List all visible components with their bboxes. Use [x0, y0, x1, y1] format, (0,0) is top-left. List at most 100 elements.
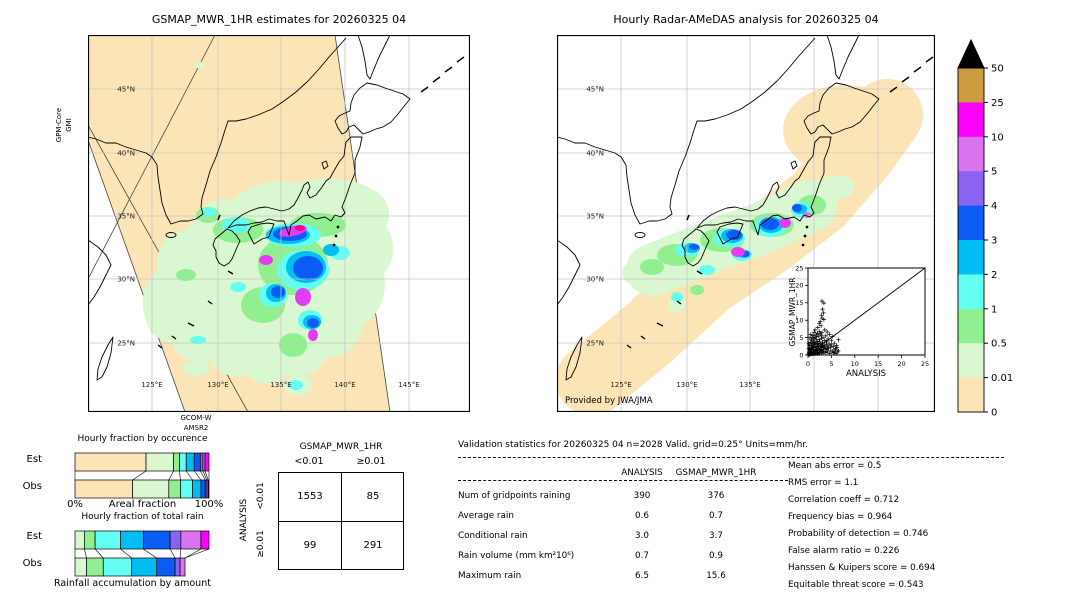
- satellite-label-gcomw: GCOM-W AMSR2: [166, 413, 226, 433]
- contingency-cell: 85: [341, 473, 404, 521]
- score-row: False alarm ratio = 0.226: [788, 546, 900, 556]
- svg-text:10: 10: [795, 317, 803, 325]
- satellite-label-gmi-line2: GMI: [65, 118, 73, 132]
- totalrain-bars: [74, 530, 210, 577]
- svg-text:5: 5: [829, 360, 833, 368]
- areal-axis-0pct: 0%: [67, 499, 83, 510]
- svg-text:130°E: 130°E: [676, 381, 697, 389]
- score-row: Equitable threat score = 0.543: [788, 580, 924, 590]
- contingency-row-label-ge: ≥0.01: [256, 530, 266, 558]
- svg-text:40°N: 40°N: [586, 150, 604, 158]
- svg-text:130°E: 130°E: [207, 381, 228, 389]
- scatter-inset: 00 5 5 10 10 15 15 20 20 25 25 ANALYSIS GSMAP_MWR_…: [788, 264, 929, 379]
- validation-header-row: ANALYSIS GSMAP_MWR_1HR: [458, 463, 788, 483]
- svg-text:30°N: 30°N: [117, 276, 135, 284]
- gsmap-map: 45°N 40°N 35°N 30°N 25°N 125°E 130°E 135°E 140°…: [88, 35, 470, 412]
- validation-row: Conditional rain 3.0 3.7: [458, 531, 723, 541]
- svg-text:0.01: 0.01: [991, 373, 1013, 384]
- svg-text:30°N: 30°N: [586, 276, 604, 284]
- validation-scores: Mean abs error = 0.5 RMS error = 1.1 Corre…: [788, 461, 1018, 597]
- svg-text:125°E: 125°E: [141, 381, 162, 389]
- areal-axis-label: Areal fraction: [108, 499, 177, 510]
- credit-text: Provided by JWA/JMA: [565, 396, 653, 406]
- svg-text:50: 50: [991, 64, 1004, 75]
- satellite-label-amsr2-line2: AMSR2: [183, 424, 209, 432]
- validation-row: Maximum rain 6.5 15.6: [458, 571, 726, 581]
- obs-row-label: Obs: [22, 558, 42, 569]
- svg-text:0: 0: [991, 408, 997, 419]
- svg-text:145°E: 145°E: [398, 381, 419, 389]
- svg-text:3: 3: [991, 236, 997, 247]
- svg-text:20: 20: [795, 282, 803, 290]
- svg-text:2: 2: [991, 270, 997, 281]
- validation-row: Average rain 0.6 0.7: [458, 511, 723, 521]
- score-row: Frequency bias = 0.964: [788, 512, 893, 522]
- validation-row: Rain volume (mm km²10⁶) 0.7 0.9: [458, 551, 723, 561]
- lat-labels: 45°N 40°N 35°N 30°N 25°N: [586, 86, 604, 348]
- svg-text:15: 15: [795, 299, 803, 307]
- svg-text:25: 25: [991, 98, 1004, 109]
- inset-xlabel: ANALYSIS: [846, 369, 886, 379]
- contingency-col-title: GSMAP_MWR_1HR: [299, 442, 383, 452]
- divider: [458, 457, 1004, 458]
- svg-text:140°E: 140°E: [334, 381, 355, 389]
- validation-col-analysis: ANALYSIS: [621, 468, 663, 478]
- svg-text:0: 0: [806, 360, 810, 368]
- est-row-label: Est: [26, 531, 42, 542]
- identity-line: [807, 267, 926, 356]
- score-row: Mean abs error = 0.5: [788, 461, 882, 471]
- score-row: Probability of detection = 0.746: [788, 529, 929, 539]
- validation-title: Validation statistics for 20260325 04 n=…: [458, 440, 809, 450]
- svg-text:125°E: 125°E: [610, 381, 631, 389]
- contingency-row-label-lt: <0.01: [256, 482, 266, 510]
- svg-text:45°N: 45°N: [586, 86, 604, 94]
- svg-text:35°N: 35°N: [586, 213, 604, 221]
- contingency-cell: 99: [279, 521, 341, 570]
- contingency-col-label-ge: ≥0.01: [356, 456, 386, 467]
- areal-axis-100pct: 100%: [194, 499, 224, 510]
- contingency-cell: 1553: [297, 491, 323, 502]
- lon-labels: 125°E 130°E 135°E: [610, 381, 760, 389]
- validation-rows: Num of gridpoints raining 390 376 Average r…: [458, 486, 788, 586]
- svg-text:4: 4: [991, 201, 997, 212]
- svg-text:20: 20: [897, 360, 905, 368]
- svg-text:135°E: 135°E: [270, 381, 291, 389]
- score-row: Hanssen & Kuipers score = 0.694: [788, 563, 936, 573]
- satellite-label-gpm-line1: GPM-Core: [55, 107, 63, 143]
- right-map-title: Hourly Radar-AMeDAS analysis for 2026032…: [613, 13, 879, 26]
- svg-text:10: 10: [991, 132, 1004, 143]
- svg-text:0: 0: [799, 351, 803, 359]
- svg-text:15: 15: [874, 360, 882, 368]
- left-map-title: GSMAP_MWR_1HR estimates for 20260325 04: [151, 13, 407, 26]
- obs-row-label: Obs: [22, 481, 42, 492]
- occurrence-bars: [74, 452, 210, 499]
- occurrence-chart-title: Hourly fraction by occurence: [77, 434, 208, 444]
- lon-labels: 125°E 130°E 135°E 140°E 145°E: [141, 381, 419, 389]
- svg-text:10: 10: [851, 360, 859, 368]
- satellite-label-gpm: GPM-Core GMI: [54, 90, 78, 160]
- svg-text:5: 5: [991, 167, 997, 178]
- svg-text:135°E: 135°E: [739, 381, 760, 389]
- svg-text:25°N: 25°N: [586, 340, 604, 348]
- svg-text:40°N: 40°N: [117, 150, 135, 158]
- svg-text:5: 5: [799, 334, 803, 342]
- scatter-points: [806, 299, 841, 357]
- inset-ticks: 00 5 5 10 10 15 15 20 20 25 25: [795, 264, 929, 368]
- svg-text:35°N: 35°N: [117, 213, 135, 221]
- svg-text:25: 25: [921, 360, 929, 368]
- svg-text:1: 1: [991, 304, 997, 315]
- est-row-label: Est: [26, 454, 42, 465]
- divider: [458, 480, 788, 481]
- validation-panel: Validation statistics for 20260325 04 n=…: [458, 440, 1018, 610]
- svg-text:25: 25: [795, 264, 803, 272]
- validation-row: Num of gridpoints raining 390 376: [458, 491, 725, 501]
- inset-ylabel: GSMAP_MWR_1HR: [788, 278, 797, 347]
- totalrain-chart-title: Hourly fraction of total rain: [81, 512, 204, 522]
- validation-col-gsmap: GSMAP_MWR_1HR: [675, 468, 757, 478]
- contingency-cell: 291: [341, 521, 404, 570]
- contingency-row-title: ANALYSIS: [239, 498, 249, 542]
- contingency-col-label-lt: <0.01: [294, 456, 324, 467]
- svg-text:25°N: 25°N: [117, 340, 135, 348]
- svg-text:0.5: 0.5: [991, 339, 1007, 350]
